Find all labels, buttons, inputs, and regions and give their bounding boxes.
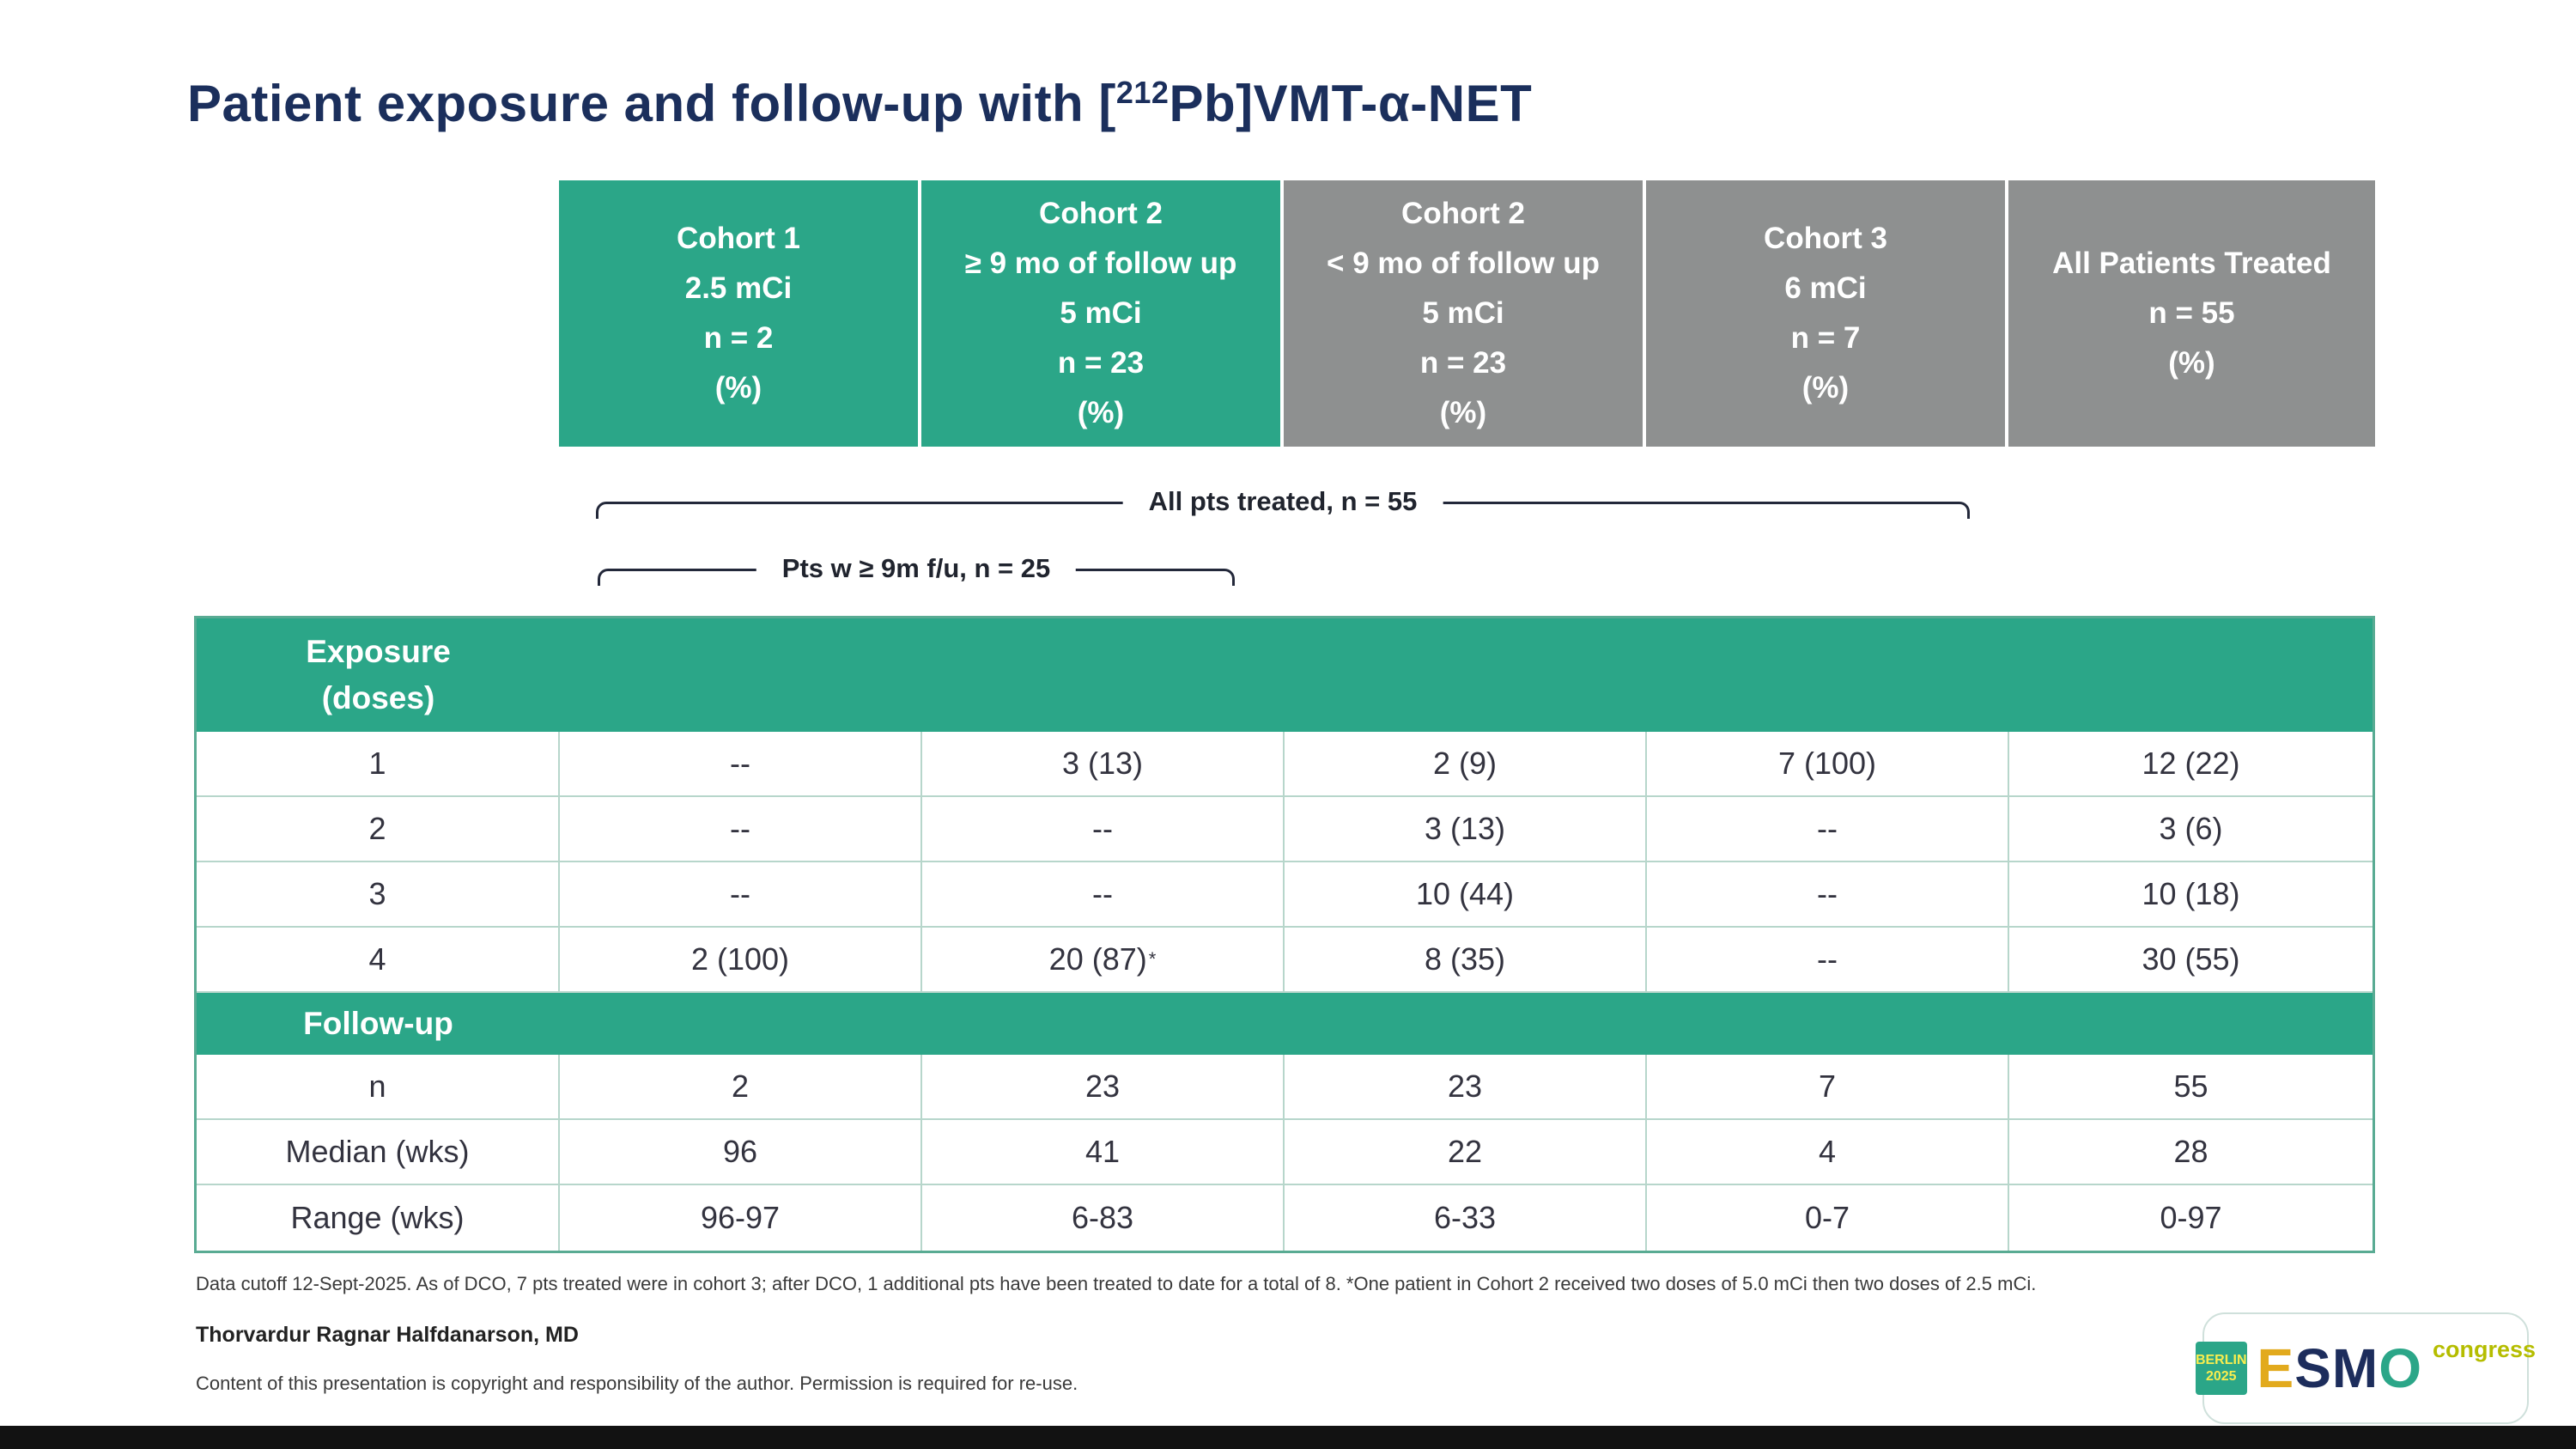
row-label: Range (wks): [197, 1185, 560, 1251]
congress-label: congress: [2432, 1336, 2537, 1362]
exposure-followup-table: Cohort 1 2.5 mCi n = 2 (%) Cohort 2 ≥ 9 m…: [194, 180, 2375, 1253]
table-cell: 2 (9): [1285, 732, 1647, 795]
table-cell: 12 (22): [2142, 746, 2240, 781]
table-row: Range (wks) 96-97 6-83 6-33 0-7 0-97: [197, 1185, 2372, 1251]
table-corner-cell: [194, 180, 559, 447]
table-cell: 3 (13): [922, 732, 1285, 795]
table-cell: 23: [1285, 1055, 1647, 1118]
row-label: 4: [197, 928, 560, 991]
table-header-row: Cohort 1 2.5 mCi n = 2 (%) Cohort 2 ≥ 9 m…: [194, 180, 2375, 447]
table-cell: --: [560, 797, 922, 861]
table-cell: 3 (6): [2159, 811, 2223, 846]
table-cell: 3 (13): [1285, 797, 1647, 861]
table-cell: 10 (44): [1285, 862, 1647, 926]
table-cell: 0-97: [2160, 1200, 2222, 1235]
title-superscript: 212: [1115, 75, 1170, 110]
table-body: Exposure (doses) 1 -- 3 (13) 2 (9) 7 (100) 12 …: [194, 616, 2375, 1253]
table-cell: 96: [560, 1120, 922, 1184]
table-cell: 2: [560, 1055, 922, 1118]
esmo-congress-logo: BERLIN 2025 E S M O congress: [2195, 1312, 2536, 1424]
column-header-3: Cohort 2 < 9 mo of follow up 5 mCi n = 2…: [1284, 180, 1646, 447]
table-cell: 30 (55): [2142, 941, 2240, 977]
page-title: Patient exposure and follow-up with [212…: [187, 74, 1532, 133]
table-cell: --: [1647, 928, 2009, 991]
bracket-all-pts-treated: All pts treated, n = 55: [596, 486, 1970, 519]
row-label: n: [197, 1055, 560, 1118]
table-cell: 23: [922, 1055, 1285, 1118]
table-cell: --: [560, 862, 922, 926]
table-cell: 28: [2173, 1134, 2208, 1169]
table-cell: 0-7: [1647, 1185, 2009, 1251]
bracket-9m-follow-up: Pts w ≥ 9m f/u, n = 25: [598, 553, 1235, 586]
row-label: Median (wks): [197, 1120, 560, 1184]
badge-city: BERLIN: [2195, 1353, 2247, 1367]
section-header-label: Exposure (doses): [306, 634, 451, 715]
esmo-letter-s: S: [2294, 1337, 2332, 1399]
author-name: Thorvardur Ragnar Halfdanarson, MD: [196, 1323, 579, 1347]
table-cell: 4: [1647, 1120, 2009, 1184]
table-row: n 2 23 23 7 55: [197, 1055, 2372, 1120]
title-suffix: Pb]VMT-α-NET: [1169, 75, 1533, 132]
table-row: Median (wks) 96 41 22 4 28: [197, 1120, 2372, 1185]
badge-year: 2025: [2205, 1369, 2237, 1384]
table-cell: 55: [2173, 1068, 2208, 1104]
table-cell: --: [922, 797, 1285, 861]
table-cell: 41: [922, 1120, 1285, 1184]
table-cell: 8 (35): [1285, 928, 1647, 991]
table-cell: 22: [1285, 1120, 1647, 1184]
column-header-4: Cohort 3 6 mCi n = 7 (%): [1646, 180, 2008, 447]
column-header-2: Cohort 2 ≥ 9 mo of follow up 5 mCi n = 2…: [921, 180, 1284, 447]
section-header-label: Follow-up: [303, 1006, 453, 1041]
row-label: 1: [197, 732, 560, 795]
table-row: 1 -- 3 (13) 2 (9) 7 (100) 12 (22): [197, 732, 2372, 797]
column-header-5: All Patients Treated n = 55 (%): [2008, 180, 2375, 447]
table-cell: 10 (18): [2142, 876, 2240, 911]
table-row: 3 -- -- 10 (44) -- 10 (18): [197, 862, 2372, 928]
table-cell: --: [1647, 862, 2009, 926]
bottom-bar: [0, 1426, 2576, 1449]
esmo-letter-e: E: [2257, 1337, 2295, 1399]
row-label: 3: [197, 862, 560, 926]
table-row: 2 -- -- 3 (13) -- 3 (6): [197, 797, 2372, 862]
esmo-letter-m: M: [2331, 1337, 2379, 1399]
esmo-letter-o: O: [2379, 1337, 2422, 1399]
esmo-wordmark: E S M O: [2257, 1336, 2422, 1400]
berlin-2025-badge: BERLIN 2025: [2195, 1342, 2247, 1395]
row-label: 2: [197, 797, 560, 861]
data-cutoff-note: Data cutoff 12-Sept-2025. As of DCO, 7 p…: [196, 1273, 2037, 1294]
table-cell: 2 (100): [560, 928, 922, 991]
table-cell: --: [922, 862, 1285, 926]
table-cell: 6-33: [1285, 1185, 1647, 1251]
section-header: Follow-up: [197, 993, 2372, 1055]
table-cell: 96-97: [560, 1185, 922, 1251]
column-header-1: Cohort 1 2.5 mCi n = 2 (%): [559, 180, 921, 447]
table-cell: --: [560, 732, 922, 795]
bracket-all-pts-label: All pts treated, n = 55: [1122, 486, 1443, 517]
title-prefix: Patient exposure and follow-up with [: [187, 75, 1116, 132]
table-cell: 6-83: [922, 1185, 1285, 1251]
table-cell: 7: [1647, 1055, 2009, 1118]
table-cell: 7 (100): [1647, 732, 2009, 795]
section-header: Exposure (doses): [197, 618, 2372, 732]
copyright-note: Content of this presentation is copyrigh…: [196, 1373, 1078, 1394]
bracket-9m-label: Pts w ≥ 9m f/u, n = 25: [756, 553, 1077, 584]
table-cell: 20 (87) *: [922, 928, 1285, 991]
table-cell: --: [1647, 797, 2009, 861]
